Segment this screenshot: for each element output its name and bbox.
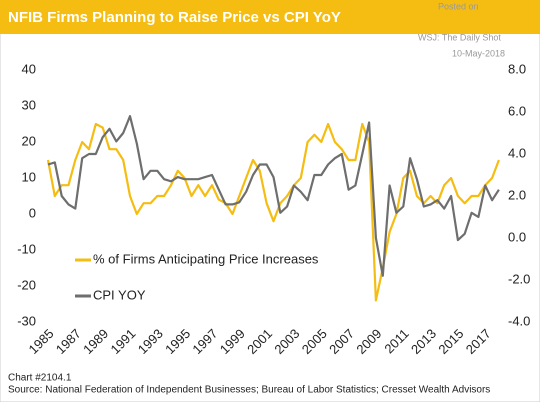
y2-tick-label: -4.0: [508, 313, 530, 328]
series-line: [47, 115, 500, 277]
y-tick-label: 30: [22, 97, 36, 112]
y2-tick-label: 4.0: [508, 145, 526, 160]
y-tick-label: 40: [22, 61, 36, 76]
y2-tick-label: -2.0: [508, 271, 530, 286]
y-tick-label: 10: [22, 169, 36, 184]
y2-tick-label: 0.0: [508, 229, 526, 244]
y2-tick-label: 2.0: [508, 187, 526, 202]
y-tick-label: 0: [29, 205, 36, 220]
watermark: Posted on: [438, 1, 479, 11]
y-tick-label: -10: [17, 241, 36, 256]
title-bar: [0, 0, 540, 34]
watermark: 10-May-2018: [452, 48, 505, 58]
y-tick-label: 20: [22, 133, 36, 148]
y-tick-label: -20: [17, 277, 36, 292]
legend-label: CPI YOY: [93, 287, 146, 302]
watermark: WSJ: The Daily Shot: [418, 32, 501, 42]
footnote: Chart #2104.1: [8, 373, 72, 384]
y-tick-label: -30: [17, 313, 36, 328]
legend-label: % of Firms Anticipating Price Increases: [93, 251, 319, 266]
chart-title: NFIB Firms Planning to Raise Price vs CP…: [8, 9, 341, 26]
y2-tick-label: 8.0: [508, 61, 526, 76]
footnote: Source: National Federation of Independe…: [8, 385, 490, 396]
y2-tick-label: 6.0: [508, 103, 526, 118]
